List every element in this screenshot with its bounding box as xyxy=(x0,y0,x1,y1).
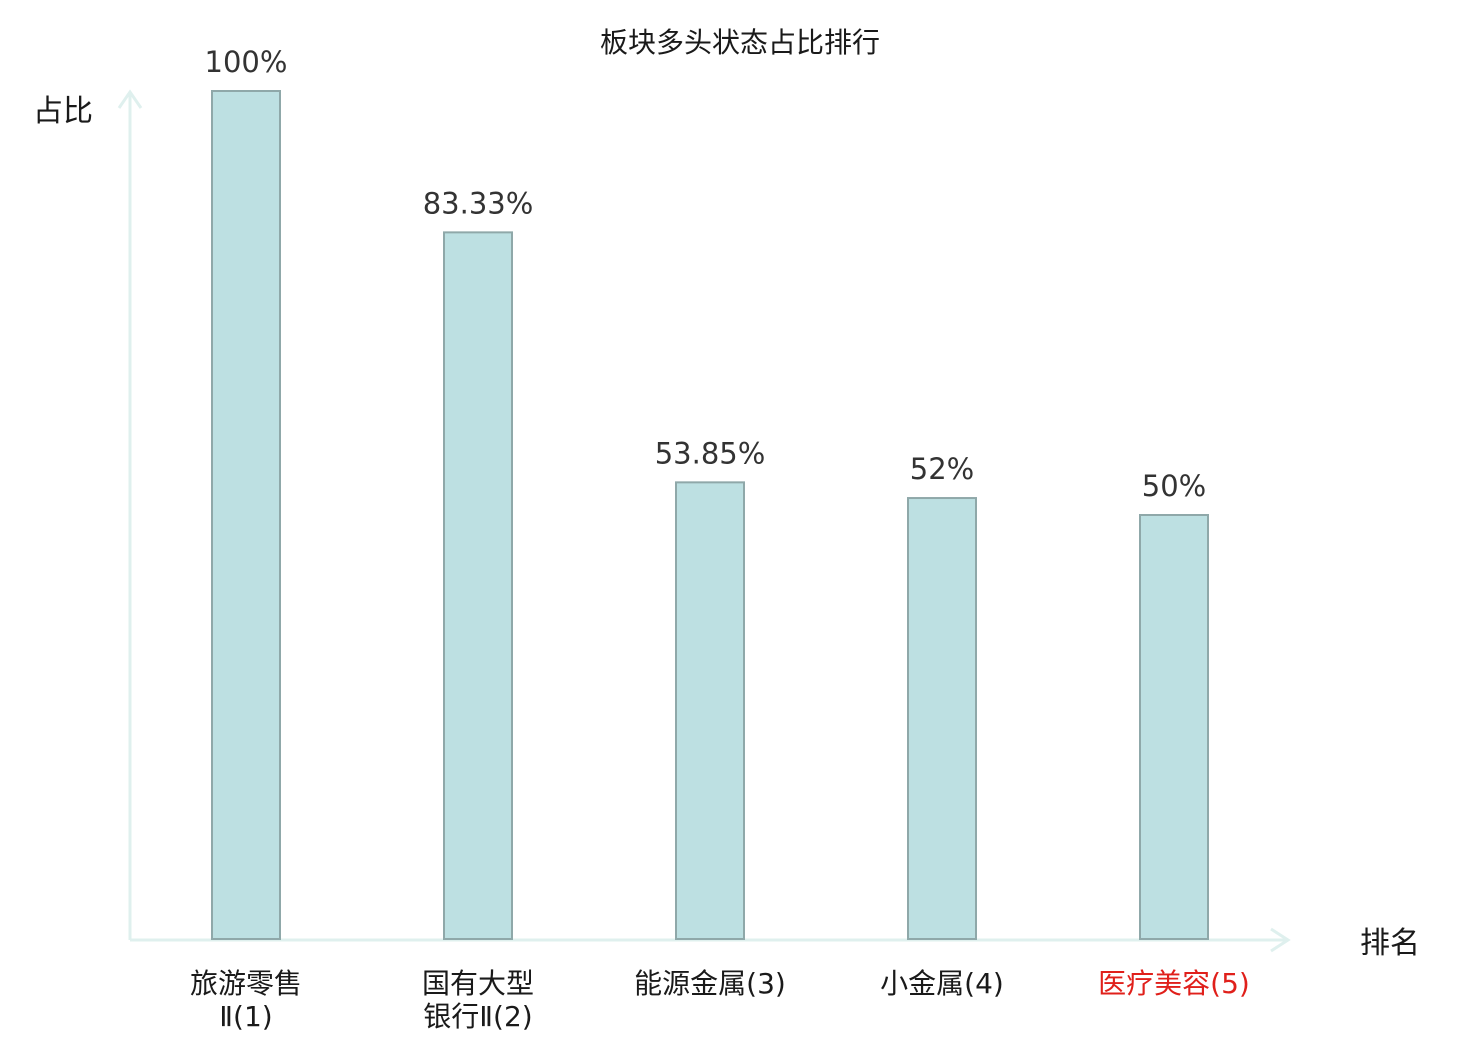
value-label: 83.33% xyxy=(423,186,534,220)
category-label: 小金属(4) xyxy=(880,967,1004,1000)
category-label: 旅游零售 xyxy=(190,967,302,1000)
x-axis-label: 排名 xyxy=(1360,926,1420,961)
x-axis-arrow xyxy=(1270,927,1291,953)
value-label: 100% xyxy=(205,45,288,79)
bar xyxy=(211,90,281,940)
category-label: Ⅱ(1) xyxy=(219,1000,272,1033)
category-label: 能源金属(3) xyxy=(634,967,786,1000)
bar xyxy=(1139,514,1209,940)
value-label: 50% xyxy=(1142,469,1206,503)
y-axis-arrow xyxy=(117,89,143,109)
category-label: 医疗美容(5) xyxy=(1098,967,1250,1000)
bar xyxy=(907,497,977,940)
category-label: 国有大型 xyxy=(422,967,534,1000)
y-axis-label: 占比 xyxy=(33,94,93,129)
category-label: 银行Ⅱ(2) xyxy=(423,1000,532,1033)
bar xyxy=(675,481,745,940)
value-label: 53.85% xyxy=(655,436,766,470)
bar xyxy=(443,231,513,941)
value-label: 52% xyxy=(910,452,974,486)
chart-title: 板块多头状态占比排行 xyxy=(600,26,880,59)
